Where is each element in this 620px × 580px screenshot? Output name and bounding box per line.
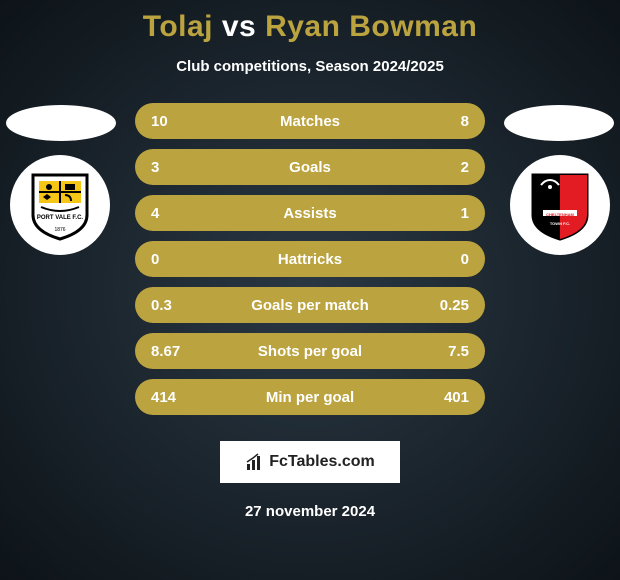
shield-icon: CHELTENHAM TOWN F.C. [529,169,591,241]
stat-value-left: 414 [151,389,197,406]
stat-value-right: 0.25 [423,297,469,314]
club-badge-left: PORT VALE F.C. 1876 [10,155,110,255]
stat-row: 0.3Goals per match0.25 [135,287,485,323]
stat-value-right: 8 [423,113,469,130]
bar-chart-icon [245,452,265,472]
port-vale-badge: PORT VALE F.C. 1876 [10,155,110,255]
player2-ellipse [504,105,614,141]
stat-row: 3Goals2 [135,149,485,185]
cheltenham-badge: CHELTENHAM TOWN F.C. [510,155,610,255]
player1-name: Tolaj [143,10,213,43]
svg-text:1876: 1876 [54,227,65,233]
vs-text: vs [222,10,256,43]
stat-value-left: 0 [151,251,197,268]
svg-text:PORT VALE F.C.: PORT VALE F.C. [37,215,84,221]
svg-text:CHELTENHAM: CHELTENHAM [546,212,574,217]
stat-row: 414Min per goal401 [135,379,485,415]
page-title: Tolaj vs Ryan Bowman [0,0,620,44]
club-badge-right: CHELTENHAM TOWN F.C. [510,155,610,255]
stat-value-left: 10 [151,113,197,130]
stat-value-right: 0 [423,251,469,268]
stat-label: Min per goal [197,389,423,406]
stat-row: 4Assists1 [135,195,485,231]
stat-value-left: 4 [151,205,197,222]
subtitle: Club competitions, Season 2024/2025 [0,58,620,75]
stats-list: 10Matches83Goals24Assists10Hattricks00.3… [135,103,485,415]
stat-label: Shots per goal [197,343,423,360]
stat-value-right: 1 [423,205,469,222]
stat-label: Goals per match [197,297,423,314]
date-text: 27 november 2024 [0,503,620,520]
stat-value-right: 401 [423,389,469,406]
stat-row: 0Hattricks0 [135,241,485,277]
stat-label: Hattricks [197,251,423,268]
logo-text: FcTables.com [269,453,375,471]
player2-name: Ryan Bowman [265,10,477,43]
player1-ellipse [6,105,116,141]
comparison-content: PORT VALE F.C. 1876 CHELTENHAM TOWN F.C.… [0,103,620,415]
stat-value-left: 3 [151,159,197,176]
stat-row: 10Matches8 [135,103,485,139]
stat-row: 8.67Shots per goal7.5 [135,333,485,369]
stat-value-right: 7.5 [423,343,469,360]
stat-value-left: 0.3 [151,297,197,314]
fctables-logo: FcTables.com [220,441,400,483]
stat-value-right: 2 [423,159,469,176]
stat-label: Assists [197,205,423,222]
stat-label: Goals [197,159,423,176]
shield-icon: PORT VALE F.C. 1876 [29,169,91,241]
stat-value-left: 8.67 [151,343,197,360]
svg-text:TOWN F.C.: TOWN F.C. [550,221,570,226]
stat-label: Matches [197,113,423,130]
